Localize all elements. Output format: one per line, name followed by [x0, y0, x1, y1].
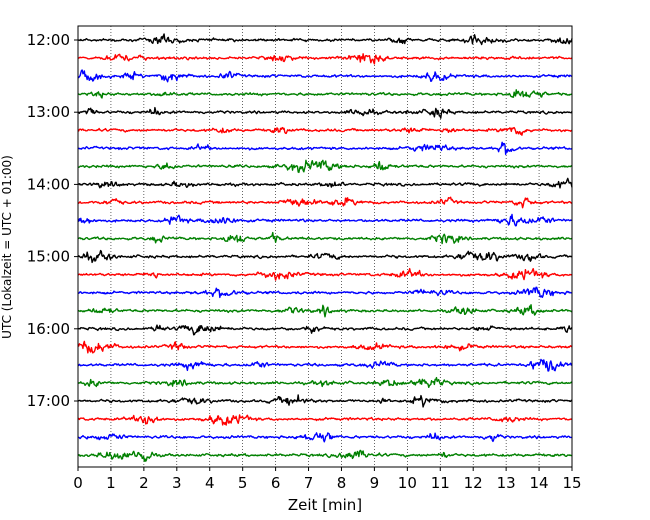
trace-1445: [77, 231, 573, 245]
trace-1745: [77, 449, 573, 462]
trace-1630: [77, 358, 573, 372]
trace-1530: [77, 286, 573, 299]
x-tick-label: 11: [431, 474, 450, 492]
trace-1300: [77, 106, 573, 119]
x-axis-ticks: 0 1 2 3 4 5 6 7 8 9 10 11 12 13 14 15: [73, 467, 582, 492]
trace-1230: [77, 69, 573, 83]
x-tick-label: 2: [139, 474, 149, 492]
trace-1700: [77, 394, 573, 408]
y-axis-label: UTC (Lokalzeit = UTC + 01:00): [0, 155, 14, 339]
x-tick-label: 15: [562, 474, 581, 492]
x-tick-label: 10: [398, 474, 417, 492]
plot-frame: [77, 25, 573, 468]
y-tick-label: 12:00: [27, 31, 70, 49]
trace-1200: [77, 33, 573, 46]
x-tick-label: 0: [73, 474, 83, 492]
trace-1345: [77, 159, 573, 174]
x-tick-label: 9: [370, 474, 380, 492]
x-tick-label: 8: [337, 474, 347, 492]
trace-1415: [77, 196, 573, 209]
y-tick-label: 17:00: [27, 392, 70, 410]
x-tick-label: 12: [464, 474, 483, 492]
trace-1730: [77, 432, 573, 443]
trace-1600: [77, 324, 573, 336]
x-tick-label: 13: [497, 474, 516, 492]
trace-1645: [77, 376, 573, 389]
x-tick-label: 14: [530, 474, 549, 492]
y-tick-label: 15:00: [27, 248, 70, 266]
trace-1315: [77, 126, 573, 136]
x-tick-label: 4: [205, 474, 215, 492]
y-tick-label: 13:00: [27, 103, 70, 121]
trace-1515: [77, 267, 573, 281]
traces: [77, 33, 573, 462]
x-tick-label: 5: [238, 474, 248, 492]
x-tick-label: 3: [172, 474, 182, 492]
trace-1245: [77, 89, 573, 99]
x-tick-label: 1: [106, 474, 116, 492]
trace-1400: [77, 177, 573, 189]
x-axis-label: Zeit [min]: [288, 496, 362, 514]
x-tick-label: 6: [271, 474, 281, 492]
y-tick-label: 14:00: [27, 175, 70, 193]
y-axis-ticks: 12:00 13:00 14:00 15:00 16:00 17:00: [27, 31, 78, 410]
trace-1215: [77, 53, 573, 65]
trace-1500: [77, 249, 573, 264]
trace-1615: [77, 340, 573, 354]
y-tick-label: 16:00: [27, 320, 70, 338]
trace-1545: [77, 304, 573, 318]
trace-1430: [77, 213, 573, 227]
x-tick-label: 7: [304, 474, 314, 492]
trace-1330: [77, 141, 573, 155]
trace-1715: [77, 414, 573, 426]
